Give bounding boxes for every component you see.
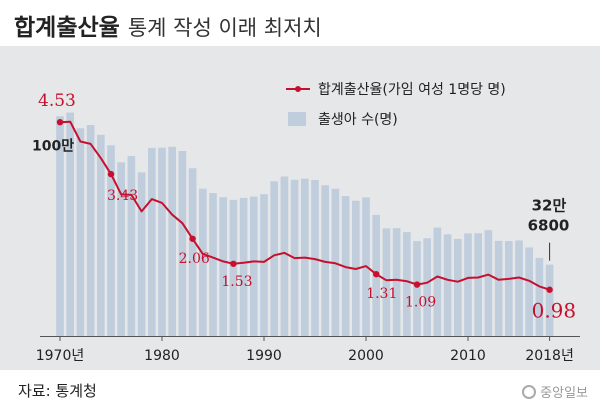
- bar-1990: [260, 194, 268, 336]
- legend-label-births: 출생아 수(명): [318, 112, 398, 128]
- tick-label-1990: 1990: [246, 348, 282, 364]
- label-births-2018-1: 6800: [528, 217, 570, 235]
- bar-1972: [76, 128, 85, 336]
- label-fertility-1975: 3.43: [107, 188, 138, 204]
- point-1975: [107, 170, 115, 178]
- point-1987: [230, 260, 237, 267]
- bar-2012: [484, 230, 493, 336]
- bar-1982: [178, 150, 187, 336]
- chart-title: 합계출산율: [14, 15, 120, 41]
- title-row: 합계출산율 통계 작성 이래 최저치: [14, 8, 322, 44]
- tick-label-2000: 2000: [348, 348, 384, 364]
- label-fertility-1987: 1.53: [221, 274, 252, 290]
- data-labels: 4.53 3.43 2.06 1.53 1.31 1.09 0.98 100만 32만 6800: [32, 91, 576, 323]
- legend-bar-swatch: [288, 112, 306, 126]
- legend-label-fertility: 합계출산율(가임 여성 1명당 명): [318, 82, 506, 98]
- bar-2016: [525, 247, 533, 336]
- point-1983: [189, 235, 196, 242]
- bar-2003: [392, 228, 401, 336]
- bar-1988: [239, 197, 248, 336]
- bar-1971: [66, 112, 74, 336]
- fertility-line: [59, 120, 550, 291]
- bar-1978: [137, 172, 146, 336]
- tick-label-2018: 2018년: [525, 348, 574, 364]
- bar-2015: [515, 240, 523, 336]
- bar-1979: [148, 147, 156, 336]
- bar-2017: [535, 257, 544, 336]
- publisher-logo: 중앙일보: [522, 382, 588, 401]
- label-births-2018-0: 32만: [532, 197, 567, 215]
- bar-2009: [454, 238, 462, 336]
- tick-label-1980: 1980: [144, 348, 180, 364]
- logo-text: 중앙일보: [540, 386, 588, 401]
- bar-2014: [505, 241, 513, 336]
- line-series-fertility: [59, 120, 550, 291]
- logo-icon: [522, 384, 537, 399]
- bar-2013: [494, 240, 503, 336]
- line-points: [56, 118, 553, 293]
- tick-label-2010: 2010: [450, 348, 486, 364]
- bar-2007: [433, 227, 442, 336]
- bar-1985: [209, 193, 217, 336]
- label-births-1970: 100만: [32, 138, 74, 154]
- bar-1996: [321, 185, 329, 336]
- point-2005: [413, 281, 421, 288]
- bar-1973: [86, 125, 95, 336]
- bar-2010: [464, 233, 472, 336]
- bar-1976: [117, 162, 125, 336]
- bar-2011: [474, 233, 482, 336]
- bar-1984: [199, 188, 207, 336]
- bar-2004: [403, 232, 411, 336]
- bar-1977: [127, 156, 136, 336]
- bar-1995: [311, 180, 319, 336]
- bar-1980: [158, 147, 166, 336]
- point-2001: [373, 270, 380, 278]
- bar-1991: [270, 181, 278, 336]
- bar-1975: [107, 145, 115, 336]
- bar-2006: [423, 238, 431, 336]
- bar-2018: [545, 264, 554, 336]
- legend-line-dot: [295, 86, 301, 92]
- bar-1989: [250, 196, 258, 336]
- source-note: 자료: 통계청: [18, 382, 97, 400]
- label-fertility-2005: 1.09: [405, 295, 436, 311]
- point-2018: [546, 286, 553, 293]
- label-fertility-2018: 0.98: [532, 299, 577, 323]
- bar-1986: [219, 197, 227, 336]
- legend: 합계출산율(가임 여성 1명당 명) 출생아 수(명): [286, 82, 506, 128]
- bar-series-births: [56, 112, 554, 336]
- bar-1992: [280, 176, 289, 336]
- label-fertility-2001: 1.31: [366, 286, 397, 302]
- chart-subtitle: 통계 작성 이래 최저치: [127, 16, 322, 40]
- point-1970: [56, 118, 64, 126]
- bar-1974: [97, 134, 105, 336]
- bar-1983: [188, 168, 197, 336]
- bar-1987: [229, 199, 238, 336]
- birth-rate-chart: 4.533.432.061.531.311.09 0.98100만32만6800 …: [32, 82, 580, 364]
- bar-2005: [413, 241, 421, 336]
- tick-label-1970: 1970년: [36, 348, 85, 364]
- bar-2002: [382, 228, 391, 336]
- label-fertility-1983: 2.06: [179, 251, 210, 267]
- label-fertility-1970: 4.53: [38, 91, 76, 111]
- bar-1981: [168, 146, 176, 336]
- bar-1970: [56, 116, 64, 336]
- bar-2008: [443, 234, 452, 336]
- x-axis: 1970년 1980 1990 2000 2010 2018년: [36, 336, 580, 364]
